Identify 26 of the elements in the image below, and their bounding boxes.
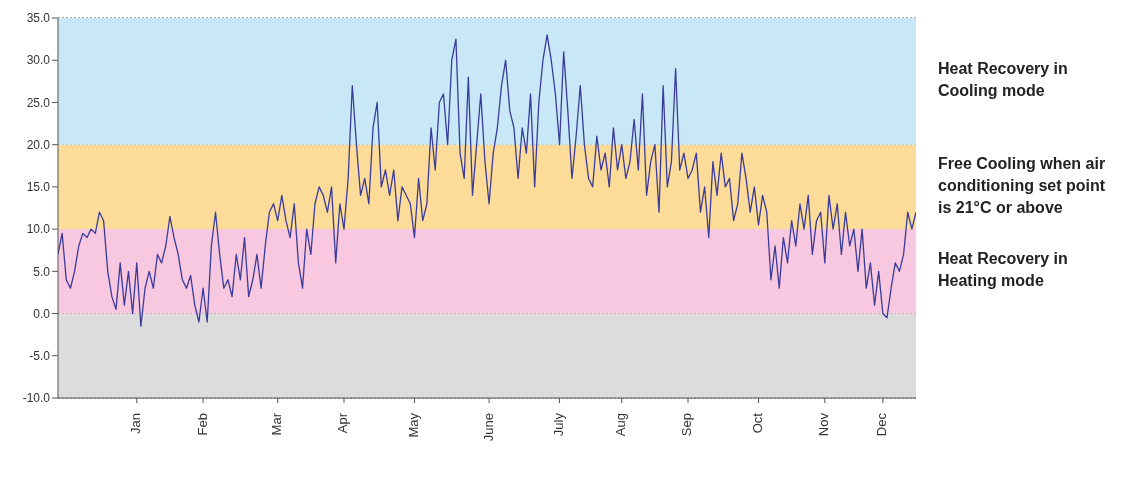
x-tick-label: July — [550, 412, 566, 437]
x-tick-label: Apr — [335, 412, 351, 434]
y-tick-label: 5.0 — [33, 264, 51, 279]
y-tick-label: 0.0 — [33, 306, 51, 321]
y-tick-label: -10.0 — [22, 391, 51, 406]
y-tick-label: 15.0 — [26, 180, 51, 195]
x-tick-label: Sep — [679, 413, 695, 437]
x-tick-label: Mar — [269, 412, 285, 436]
y-tick-label: -5.0 — [29, 349, 51, 364]
x-tick-label: Dec — [874, 412, 890, 437]
band-label: Heat Recovery in Cooling mode — [938, 60, 1068, 100]
x-tick-label: June — [480, 413, 496, 442]
x-tick-label: Jan — [128, 413, 144, 434]
band-label: Free Cooling when air conditioning set point is 21°C or above — [938, 155, 1106, 217]
y-tick-label: 20.0 — [26, 137, 51, 152]
x-tick-label: Oct — [749, 412, 765, 434]
x-tick-label: Nov — [816, 412, 832, 437]
y-tick-label: 25.0 — [26, 95, 51, 110]
line-series — [58, 34, 916, 327]
x-tick-label: May — [405, 412, 421, 438]
x-tick-label: Feb — [194, 413, 210, 436]
y-tick-label: 10.0 — [26, 222, 51, 237]
y-tick-label: 30.0 — [26, 53, 51, 68]
band-label: Heat Recovery in Heating mode — [938, 250, 1068, 290]
x-tick-label: Aug — [613, 413, 629, 437]
y-tick-label: 35.0 — [26, 11, 51, 26]
